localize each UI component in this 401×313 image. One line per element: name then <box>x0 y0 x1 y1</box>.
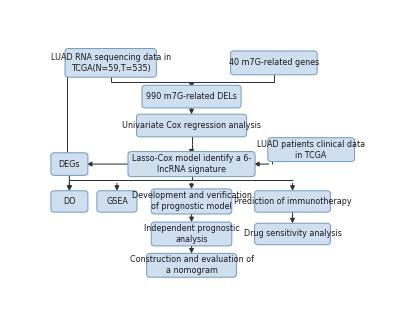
FancyBboxPatch shape <box>147 254 237 277</box>
FancyBboxPatch shape <box>97 191 137 212</box>
FancyBboxPatch shape <box>268 138 354 162</box>
Text: Construction and evaluation of
a nomogram: Construction and evaluation of a nomogra… <box>130 255 253 275</box>
FancyBboxPatch shape <box>231 51 317 75</box>
FancyBboxPatch shape <box>151 222 232 246</box>
Text: LUAD RNA sequencing data in
TCGA(N=59,T=535): LUAD RNA sequencing data in TCGA(N=59,T=… <box>51 53 171 73</box>
Text: Univariate Cox regression analysis: Univariate Cox regression analysis <box>122 121 261 130</box>
FancyBboxPatch shape <box>151 189 232 214</box>
Text: Independent prognostic
analysis: Independent prognostic analysis <box>144 224 239 244</box>
Text: 990 m7G-related DELs: 990 m7G-related DELs <box>146 92 237 101</box>
Text: Prediction of immunotherapy: Prediction of immunotherapy <box>234 197 351 206</box>
FancyBboxPatch shape <box>128 151 255 177</box>
Text: DO: DO <box>63 197 76 206</box>
Text: LUAD patients clinical data
in TCGA: LUAD patients clinical data in TCGA <box>257 140 365 160</box>
Text: 40 m7G-related genes: 40 m7G-related genes <box>229 58 319 67</box>
FancyBboxPatch shape <box>51 191 88 212</box>
Text: Lasso-Cox model identify a 6-
lncRNA signature: Lasso-Cox model identify a 6- lncRNA sig… <box>132 154 251 174</box>
FancyBboxPatch shape <box>255 223 330 245</box>
Text: Development and verification
of prognostic model: Development and verification of prognost… <box>132 191 251 212</box>
Text: Drug sensitivity analysis: Drug sensitivity analysis <box>243 229 342 239</box>
FancyBboxPatch shape <box>51 153 88 175</box>
FancyBboxPatch shape <box>65 49 156 77</box>
Text: DEGs: DEGs <box>59 160 80 169</box>
FancyBboxPatch shape <box>142 85 241 108</box>
Text: GSEA: GSEA <box>106 197 128 206</box>
FancyBboxPatch shape <box>255 191 330 212</box>
FancyBboxPatch shape <box>136 114 247 137</box>
